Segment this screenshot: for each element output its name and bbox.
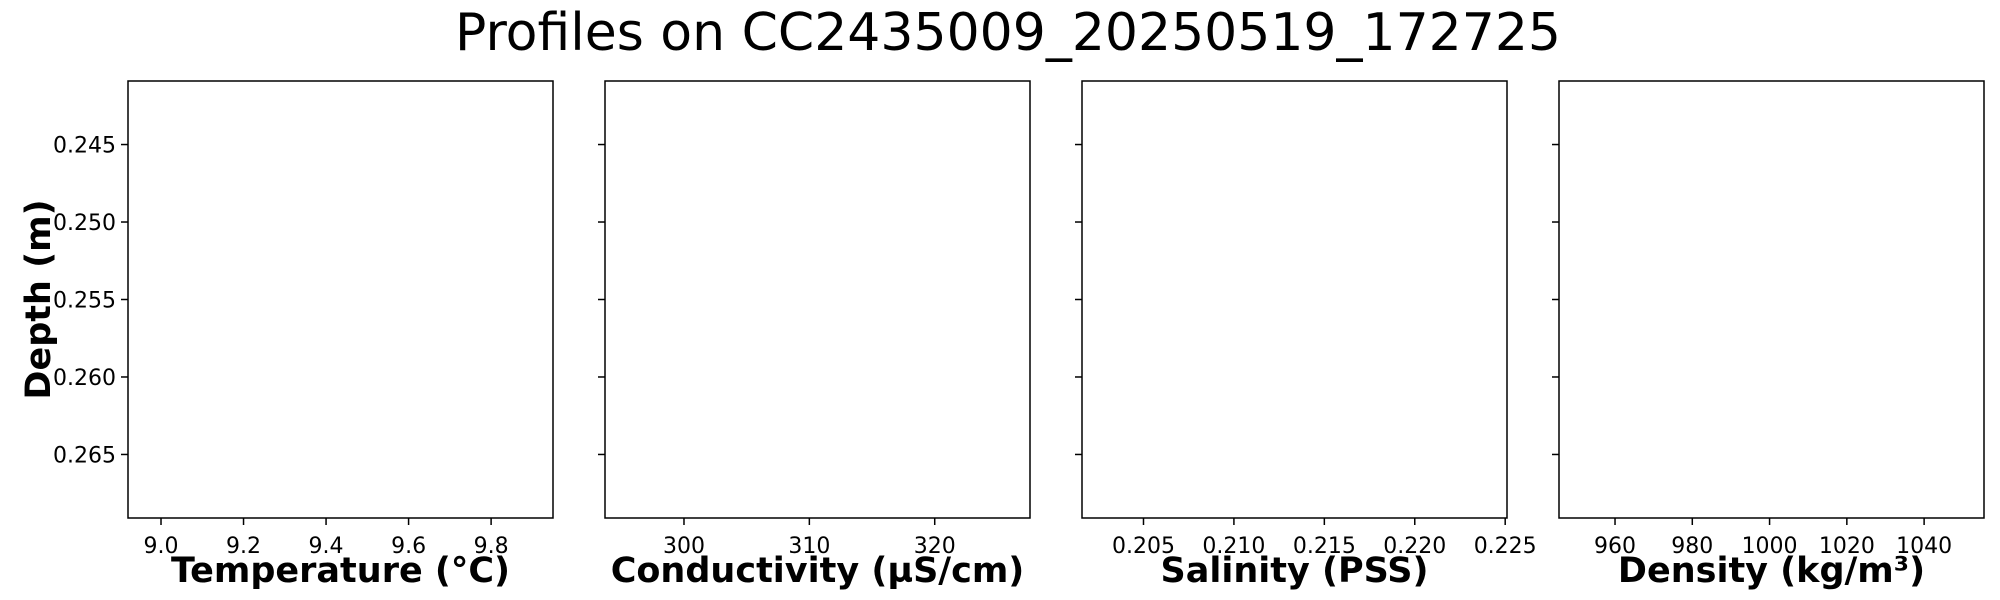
conductivity-x-tick-label: 300 <box>663 534 705 559</box>
density-x-tick-label: 1040 <box>1896 534 1952 559</box>
density-x-tick-label: 980 <box>1671 534 1713 559</box>
salinity-x-tick-label: 0.205 <box>1112 534 1175 559</box>
density-x-tick-label: 1020 <box>1819 534 1875 559</box>
temperature-plot-area <box>127 80 554 519</box>
salinity-x-tick-label: 0.215 <box>1293 534 1356 559</box>
figure-title: Profiles on CC2435009_20250519_172725 <box>455 3 1561 63</box>
density-x-tick-label: 1000 <box>1742 534 1798 559</box>
density-x-tick-label: 960 <box>1594 534 1636 559</box>
temperature-panel: 9.0 9.2 9.4 9.6 9.8 0.245 0.250 0.255 0.260 0.265… <box>19 80 554 591</box>
salinity-x-tick-label: 0.220 <box>1383 534 1446 559</box>
salinity-plot-area <box>1081 80 1508 519</box>
temperature-y-tick-label: 0.260 <box>53 366 116 391</box>
temperature-y-tick-label: 0.250 <box>53 211 116 236</box>
temperature-y-tick-label: 0.255 <box>53 289 116 314</box>
salinity-panel: 0.205 0.210 0.215 0.220 0.225 Salinity (PSS) <box>1075 80 1537 591</box>
conductivity-plot-area <box>604 80 1031 519</box>
density-x-axis-label: Density (kg/m³) <box>1618 551 1925 591</box>
temperature-x-tick-label: 9.8 <box>474 534 509 559</box>
conductivity-x-tick-label: 320 <box>914 534 956 559</box>
temperature-x-axis-label: Temperature (°C) <box>171 551 510 591</box>
temperature-x-tick-label: 9.2 <box>226 534 261 559</box>
salinity-x-tick-label: 0.225 <box>1474 534 1537 559</box>
conductivity-x-tick-label: 310 <box>788 534 830 559</box>
density-plot-area <box>1558 80 1985 519</box>
temperature-x-tick-label: 9.4 <box>309 534 344 559</box>
temperature-y-tick-label: 0.245 <box>53 134 116 159</box>
temperature-y-axis-label: Depth (m) <box>19 199 59 399</box>
salinity-x-axis-label: Salinity (PSS) <box>1161 551 1429 591</box>
temperature-x-tick-label: 9.6 <box>391 534 426 559</box>
salinity-x-tick-label: 0.210 <box>1202 534 1265 559</box>
conductivity-x-axis-label: Conductivity (µS/cm) <box>611 551 1025 591</box>
temperature-y-tick-label: 0.265 <box>53 443 116 468</box>
temperature-x-tick-label: 9.0 <box>144 534 179 559</box>
